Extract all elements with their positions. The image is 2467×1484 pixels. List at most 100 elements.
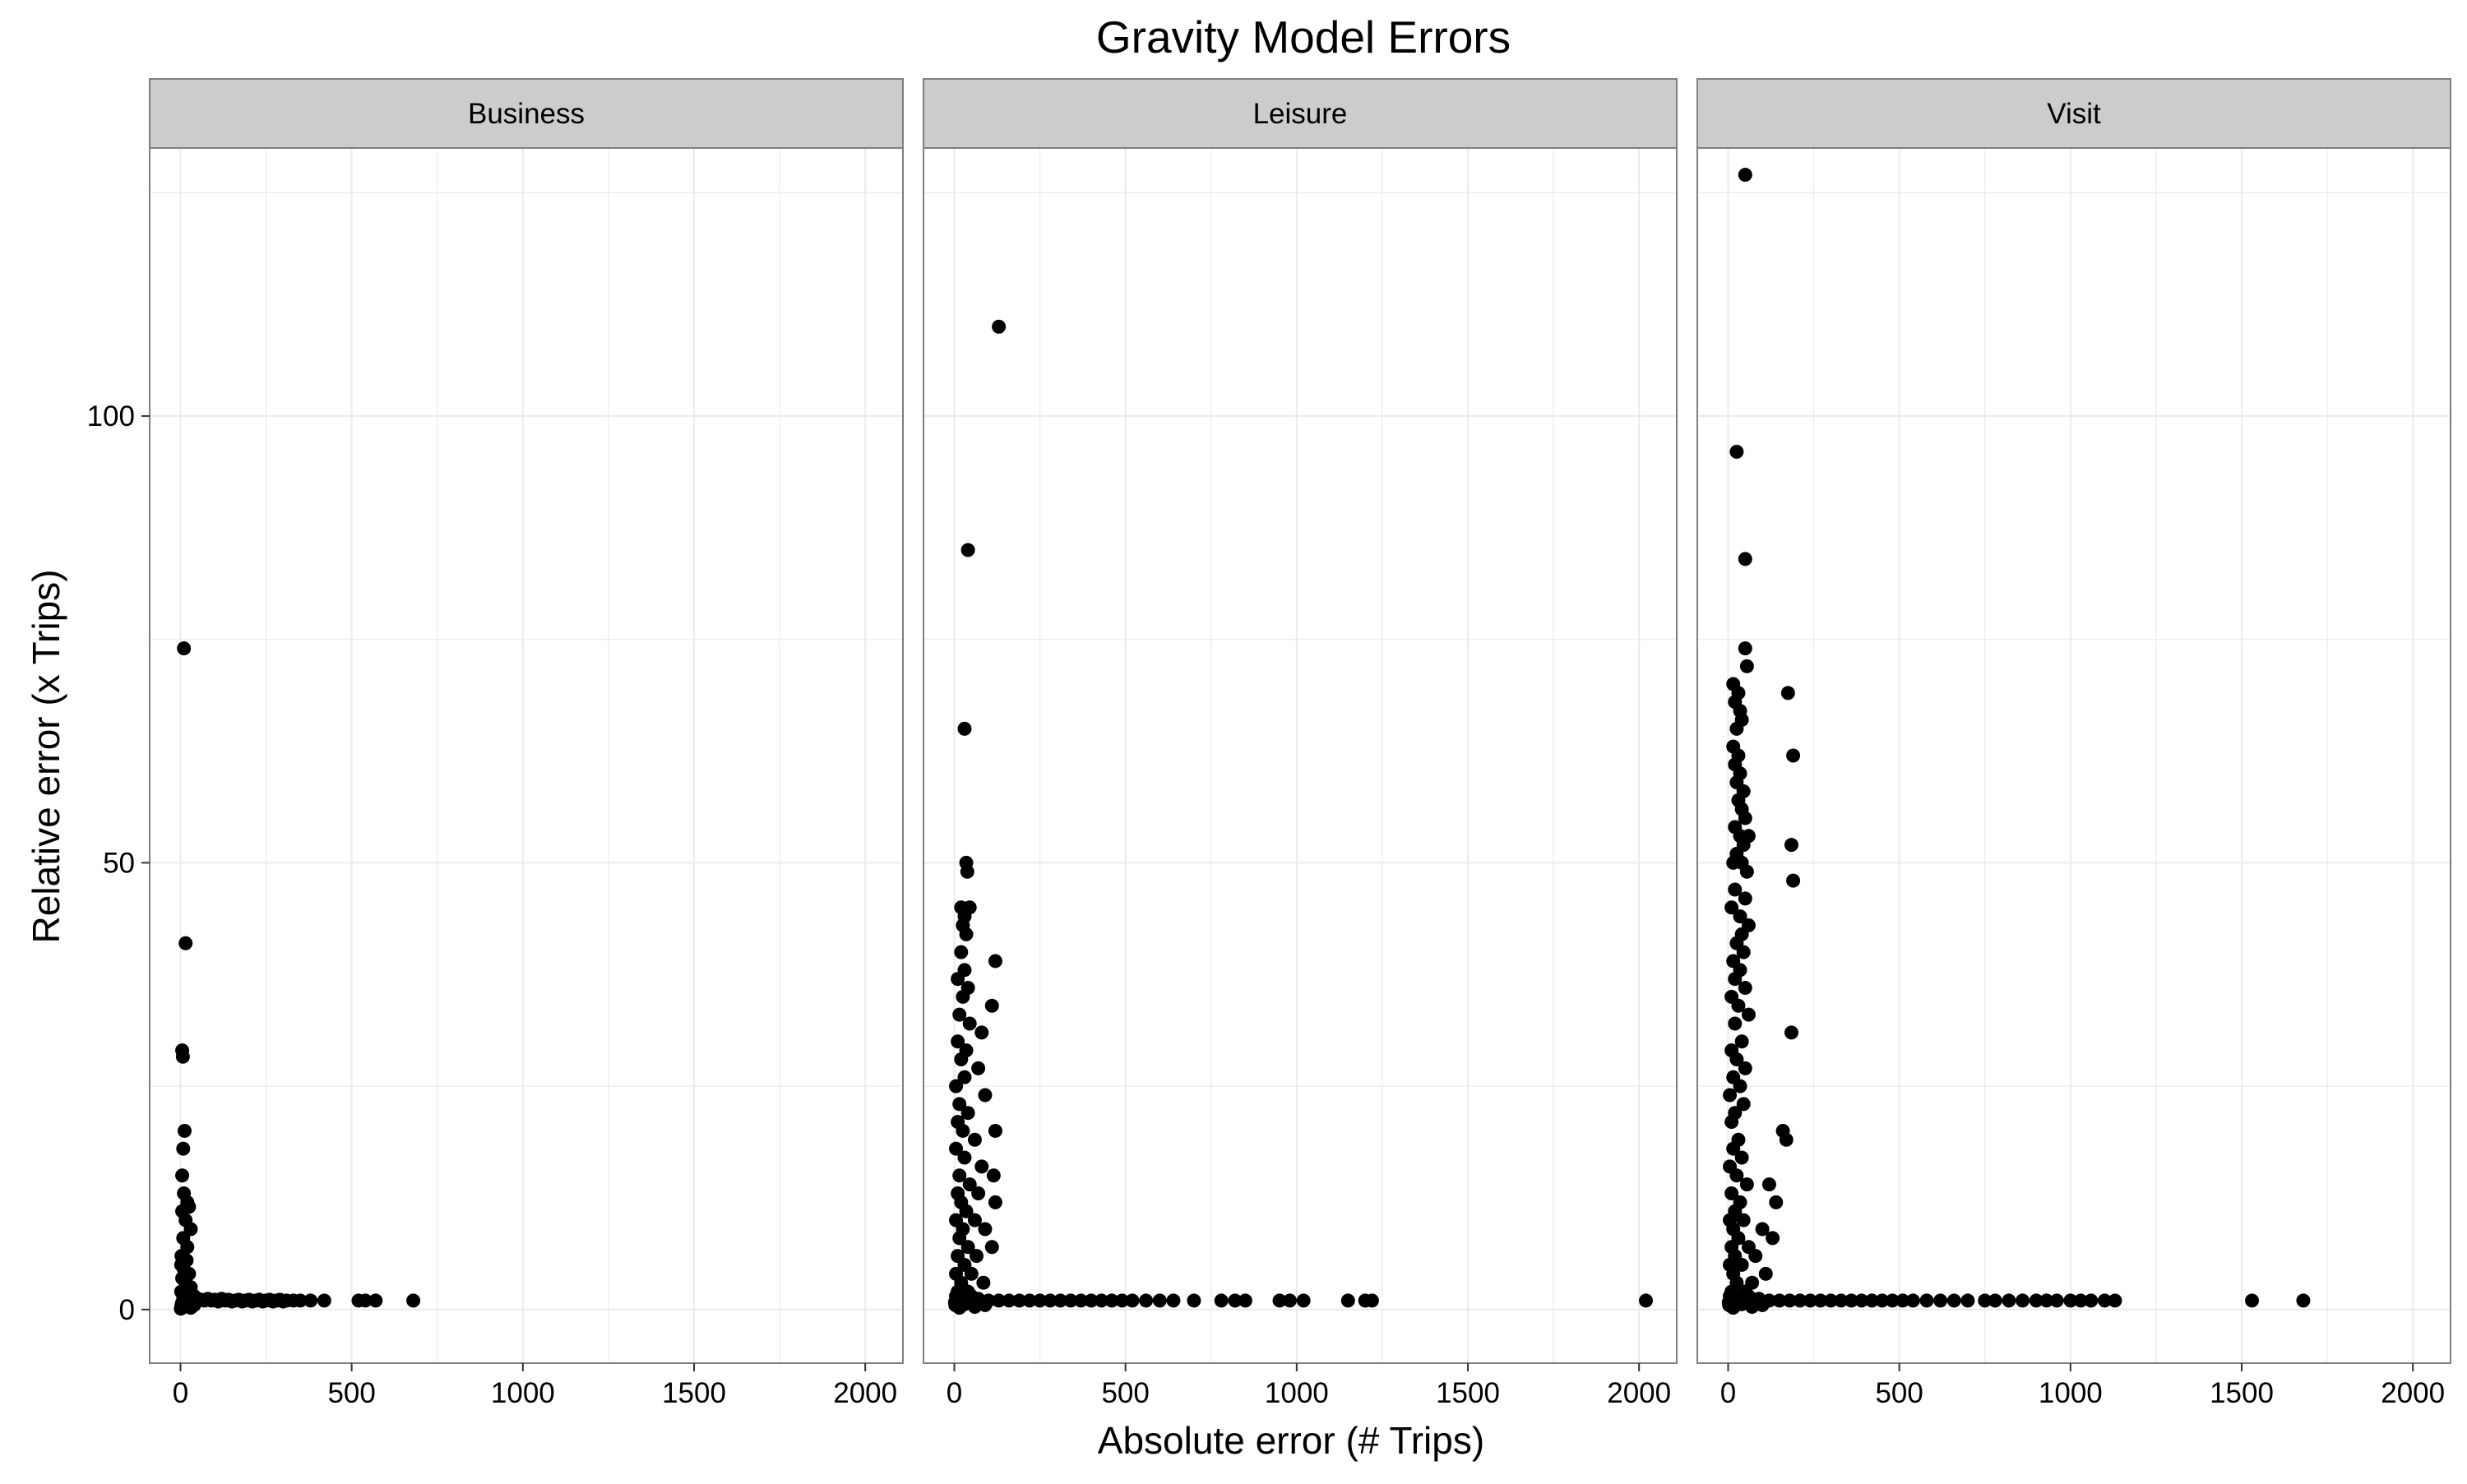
data-point	[974, 1025, 989, 1040]
data-point	[1728, 1016, 1743, 1031]
x-tick-label: 2000	[1607, 1377, 1671, 1409]
x-tick-label: 0	[947, 1377, 962, 1409]
data-point	[1729, 1052, 1744, 1066]
chart-title: Gravity Model Errors	[1096, 12, 1511, 62]
data-point	[1960, 1293, 1975, 1308]
data-point	[406, 1293, 421, 1308]
data-point	[960, 864, 974, 879]
data-point	[971, 1186, 986, 1201]
strip-label-leisure: Leisure	[1253, 98, 1348, 130]
data-point	[175, 1049, 190, 1064]
strip-label-business: Business	[468, 98, 585, 130]
data-point	[984, 1240, 999, 1255]
data-point	[1125, 1293, 1140, 1308]
data-point	[293, 1293, 308, 1308]
data-point	[988, 954, 1002, 969]
data-point	[1238, 1293, 1252, 1308]
data-point	[1063, 1293, 1078, 1308]
data-point	[1114, 1293, 1129, 1308]
data-point	[1734, 1034, 1749, 1049]
data-point	[1272, 1293, 1287, 1308]
data-point	[1738, 168, 1752, 183]
data-point	[2029, 1293, 2043, 1308]
data-point	[368, 1293, 383, 1308]
y-tick-label: 100	[87, 400, 135, 432]
data-point	[988, 1195, 1002, 1209]
x-tick-label: 1000	[2039, 1377, 2103, 1409]
data-point	[1734, 1150, 1749, 1165]
data-point	[950, 1298, 965, 1313]
data-point	[952, 1168, 967, 1183]
data-point	[1739, 659, 1754, 673]
data-point	[988, 1123, 1002, 1138]
data-point	[1786, 748, 1801, 763]
data-point	[1779, 1132, 1794, 1147]
data-point	[2084, 1293, 2099, 1308]
data-point	[956, 989, 970, 1004]
data-point	[1002, 1293, 1016, 1308]
data-point	[1738, 981, 1752, 996]
data-point	[1803, 1293, 1817, 1308]
y-axis-title: Relative error (x Trips)	[25, 570, 67, 944]
data-point	[1728, 972, 1743, 987]
data-point	[1724, 1115, 1739, 1130]
data-point	[1769, 1195, 1784, 1209]
x-tick-label: 2000	[833, 1377, 897, 1409]
data-point	[1738, 1061, 1752, 1075]
data-point	[1905, 1293, 1920, 1308]
x-tick-label: 1000	[491, 1377, 555, 1409]
points-leisure	[947, 319, 1654, 1315]
data-point	[317, 1293, 331, 1308]
data-point	[964, 1266, 979, 1281]
data-point	[1736, 945, 1751, 959]
data-point	[951, 972, 965, 987]
data-point	[949, 1141, 964, 1156]
data-point	[1724, 1298, 1738, 1313]
strip-label-visit: Visit	[2047, 98, 2101, 130]
data-point	[954, 945, 969, 959]
data-point	[358, 1293, 373, 1308]
x-tick-label: 1500	[662, 1377, 726, 1409]
data-point	[954, 1052, 969, 1066]
x-tick-label: 0	[1720, 1377, 1736, 1409]
data-point	[1946, 1293, 1961, 1308]
data-point	[978, 1222, 993, 1237]
data-point	[960, 1106, 975, 1121]
data-point	[952, 1007, 967, 1022]
data-point	[1784, 1025, 1798, 1040]
data-point	[2097, 1293, 2112, 1308]
data-point	[1729, 445, 1744, 459]
data-point	[2002, 1293, 2016, 1308]
data-point	[974, 1159, 989, 1174]
data-point	[2296, 1293, 2311, 1308]
y-tick-label: 0	[119, 1294, 135, 1326]
data-point	[1738, 811, 1752, 825]
data-point	[992, 1293, 1007, 1308]
data-point	[1639, 1293, 1654, 1308]
data-point	[1748, 1249, 1763, 1264]
data-point	[1053, 1293, 1068, 1308]
data-point	[1074, 1293, 1089, 1308]
data-point	[1724, 900, 1739, 915]
x-tick-label: 500	[327, 1377, 375, 1409]
x-tick-label: 2000	[2381, 1377, 2445, 1409]
data-point	[1724, 1186, 1739, 1201]
panel-visit: Visit 0 500 1000 1500 2000	[1696, 78, 2451, 1409]
data-point	[1780, 686, 1795, 700]
data-point	[1043, 1293, 1058, 1308]
data-point	[952, 1231, 967, 1246]
data-point	[175, 1168, 190, 1183]
x-tick-label: 1500	[1436, 1377, 1500, 1409]
panel-background	[1697, 148, 2451, 1363]
panel-background	[150, 148, 903, 1363]
data-point	[1875, 1293, 1890, 1308]
data-point	[967, 1132, 982, 1147]
data-point	[1228, 1293, 1243, 1308]
data-point	[1729, 721, 1744, 736]
data-point	[1139, 1293, 1154, 1308]
data-point	[1834, 1293, 1849, 1308]
data-point	[303, 1293, 318, 1308]
data-point	[959, 1204, 974, 1218]
data-point	[1772, 1293, 1787, 1308]
data-point	[978, 1297, 993, 1312]
